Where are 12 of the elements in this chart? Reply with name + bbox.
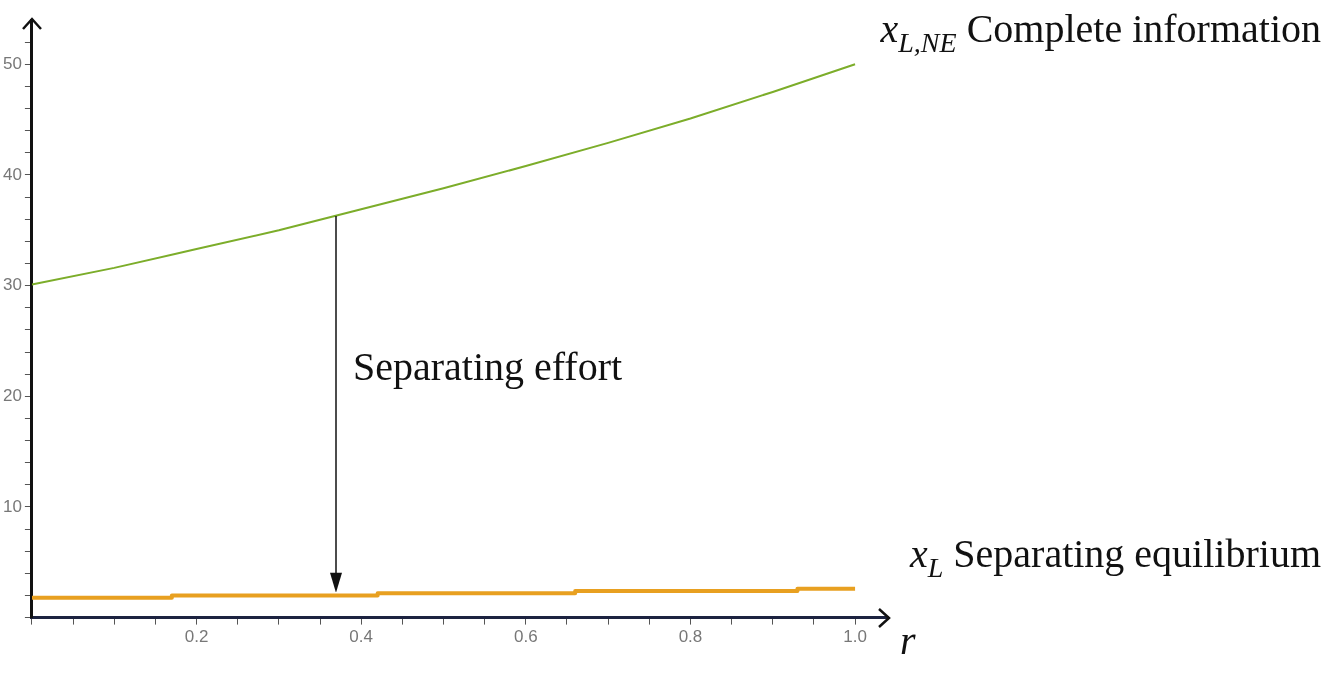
y-tick-label: 30 <box>2 275 22 295</box>
x-tick-label: 0.2 <box>184 627 209 647</box>
y-tick-label: 10 <box>2 496 22 516</box>
x-tick-label: 1.0 <box>843 627 867 647</box>
x-tick-label: 0.4 <box>349 627 373 647</box>
x-tick-label: 0.6 <box>513 627 538 647</box>
annotation: Separating effort <box>352 344 623 390</box>
y-tick-label: 50 <box>2 53 22 73</box>
x-tick-label: 0.8 <box>678 627 703 647</box>
y-tick-label: 40 <box>2 164 22 184</box>
y-tick-label: 20 <box>2 385 22 405</box>
x-axis-title: r <box>900 618 916 664</box>
